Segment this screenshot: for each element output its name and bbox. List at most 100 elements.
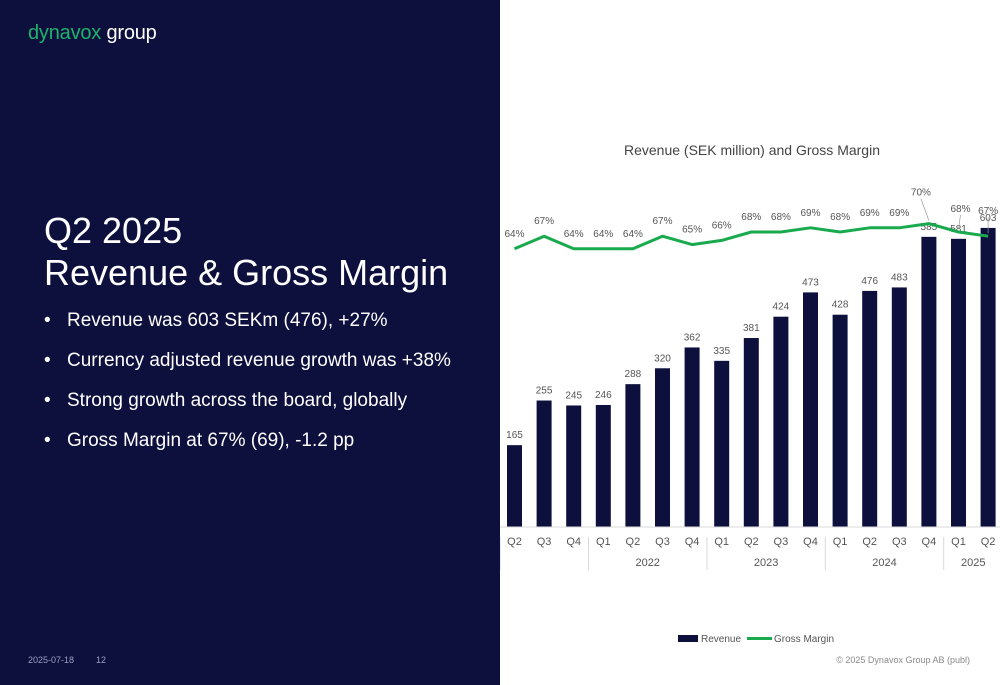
revenue-data-label: 473: [802, 277, 819, 288]
revenue-bar: [714, 360, 730, 527]
gross-margin-data-label: 68%: [830, 212, 850, 223]
revenue-data-label: 476: [861, 276, 878, 287]
gross-margin-leader-line: [958, 214, 961, 230]
revenue-bar: [980, 227, 996, 528]
bullet-list: • Revenue was 603 SEKm (476), +27% • Curre…: [44, 310, 451, 470]
x-tick-label: Q4: [922, 536, 937, 548]
x-tick-label: Q4: [566, 536, 581, 548]
bullet-dot: •: [44, 430, 51, 451]
chart-legend: Revenue Gross Margin: [678, 634, 834, 645]
revenue-data-label: 255: [536, 386, 553, 397]
gross-margin-data-label: 70%: [911, 188, 931, 199]
revenue-bar: [536, 400, 552, 527]
bullet-text: Strong growth across the board, globally: [67, 390, 408, 411]
year-group-label: 2022: [635, 557, 659, 569]
revenue-bar: [743, 338, 759, 527]
revenue-bar: [921, 236, 937, 527]
revenue-data-label: 288: [625, 369, 642, 380]
title-line-2: Revenue & Gross Margin: [44, 252, 449, 293]
gross-margin-series: [513, 222, 989, 251]
revenue-data-label: 428: [832, 300, 849, 311]
gross-margin-leader-line: [920, 198, 930, 221]
gross-margin-data-label: 64%: [623, 229, 643, 240]
x-tick-label: Q2: [862, 536, 877, 548]
gross-margin-data-label: 64%: [504, 229, 524, 240]
footer-copyright: © 2025 Dynavox Group AB (publ): [836, 655, 970, 665]
gross-margin-data-labels: 64% 67% 64% 64% 64% 67% 65% 66% 68% 68% 69% 68% 69% 6…: [504, 188, 998, 240]
revenue-data-label: 245: [565, 390, 582, 401]
gross-margin-data-label: 65%: [682, 225, 702, 236]
revenue-data-label: 585: [921, 222, 938, 233]
revenue-data-label: 320: [654, 353, 671, 364]
gross-margin-data-label: 67%: [978, 206, 998, 217]
x-tick-label: Q2: [507, 536, 522, 548]
gross-margin-data-label: 67%: [652, 216, 672, 227]
revenue-bar: [507, 445, 522, 527]
gross-margin-data-label: 68%: [771, 212, 791, 223]
x-tick-label: Q2: [981, 536, 996, 548]
gross-margin-data-label: 69%: [860, 208, 880, 219]
gross-margin-data-label: 64%: [593, 229, 613, 240]
bullet-item: • Revenue was 603 SEKm (476), +27%: [44, 310, 451, 350]
revenue-gross-margin-chart: Revenue (SEK million) and Gross Margin 1…: [500, 142, 1000, 645]
company-logo: dynavox group: [28, 22, 157, 45]
slide-title: Q2 2025 Revenue & Gross Margin: [44, 210, 448, 294]
revenue-bar: [625, 384, 641, 527]
revenue-bar: [566, 405, 582, 527]
year-group-label: 2025: [961, 557, 985, 569]
gross-margin-data-label: 68%: [950, 204, 970, 215]
bullet-item: • Currency adjusted revenue growth was +3…: [44, 350, 451, 390]
year-group-label: 2023: [754, 557, 778, 569]
x-tick-label: Q3: [655, 536, 670, 548]
gross-margin-data-label: 64%: [564, 229, 584, 240]
bullet-text: Revenue was 603 SEKm (476), +27%: [67, 310, 388, 331]
gross-margin-data-label: 66%: [712, 220, 732, 231]
logo-brand: dynavox: [28, 22, 102, 44]
bullet-item: • Gross Margin at 67% (69), -1.2 pp: [44, 430, 451, 470]
revenue-data-label: 165: [506, 430, 523, 441]
revenue-bar: [684, 347, 700, 527]
footer-date: 2025-07-18: [28, 655, 75, 665]
logo-rest: group: [106, 22, 157, 44]
x-tick-label: Q3: [774, 536, 789, 548]
revenue-bar: [803, 292, 818, 527]
gross-margin-line: [513, 222, 989, 251]
title-line-1: Q2 2025: [44, 210, 183, 251]
x-tick-label: Q1: [714, 536, 729, 548]
x-tick-label: Q3: [537, 536, 552, 548]
revenue-bar: [655, 368, 670, 527]
gross-margin-data-label: 68%: [741, 212, 761, 223]
revenue-bar: [891, 287, 907, 527]
year-group-label: 2024: [872, 557, 896, 569]
revenue-data-labels: 165 255 245 246 288 320 362 335 381 424 473 428 476 4…: [506, 213, 997, 441]
x-axis: Q2 Q3 Q4 Q1 Q2 Q3 Q4 Q1 Q2 Q3 Q4 Q1 Q2 Q3 Q4 Q1 Q2 2022 20…: [500, 526, 1000, 570]
bullet-dot: •: [44, 350, 51, 371]
footer-page-number: 12: [96, 655, 107, 665]
bullet-item: • Strong growth across the board, globall…: [44, 390, 451, 430]
revenue-data-label: 246: [595, 390, 612, 401]
legend-revenue-swatch: [678, 635, 698, 642]
revenue-data-label: 381: [743, 323, 760, 334]
gross-margin-data-label: 69%: [889, 208, 909, 219]
bullet-dot: •: [44, 390, 51, 411]
bullet-dot: •: [44, 310, 51, 331]
revenue-data-label: 424: [773, 302, 790, 313]
revenue-bar: [862, 290, 878, 527]
revenue-data-label: 335: [713, 346, 730, 357]
revenue-bar: [832, 314, 848, 527]
x-tick-label: Q2: [626, 536, 641, 548]
revenue-data-label: 483: [891, 272, 908, 283]
bullet-text: Gross Margin at 67% (69), -1.2 pp: [67, 430, 355, 451]
revenue-bar: [595, 404, 611, 527]
chart-title: Revenue (SEK million) and Gross Margin: [624, 142, 880, 158]
x-tick-label: Q1: [951, 536, 966, 548]
gross-margin-data-label: 67%: [534, 216, 554, 227]
revenue-bar: [773, 316, 789, 527]
x-tick-label: Q2: [744, 536, 759, 548]
x-tick-label: Q1: [833, 536, 848, 548]
x-tick-label: Q4: [803, 536, 818, 548]
legend-revenue-label: Revenue: [701, 634, 741, 645]
left-panel: dynavox group Q2 2025 Revenue & Gross Ma…: [0, 0, 500, 685]
bullet-text: Currency adjusted revenue growth was +38…: [67, 350, 451, 371]
gross-margin-data-label: 69%: [800, 208, 820, 219]
